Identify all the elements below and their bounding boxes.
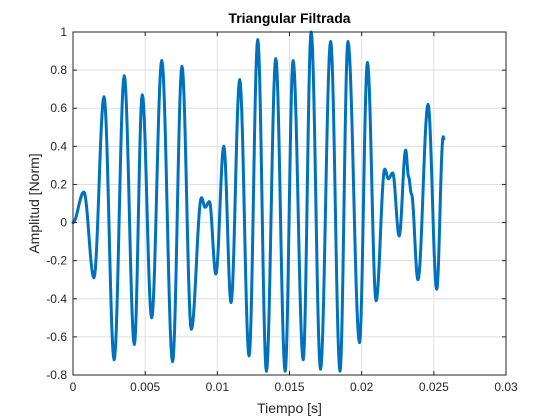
y-tick-label: -0.2 [46, 254, 67, 268]
y-tick-label: -0.4 [46, 292, 67, 306]
y-tick-label: 0.8 [50, 63, 67, 77]
y-tick-label: -0.6 [46, 330, 67, 344]
x-tick-label: 0.005 [130, 380, 160, 394]
y-tick-label: -0.8 [46, 368, 67, 382]
y-tick-label: 1 [60, 25, 67, 39]
x-tick-label: 0.01 [206, 380, 230, 394]
axis-ticks: 0 0.005 0.01 0.015 0.02 0.025 0.03 -0.8 -0.6 -0.4… [46, 25, 518, 394]
chart-title: Triangular Filtrada [228, 10, 350, 26]
x-tick-label: 0 [70, 380, 77, 394]
x-tick-label: 0.03 [494, 380, 518, 394]
y-axis-label: Amplitud [Norm] [26, 153, 42, 253]
series-line-triangular-filtrada [71, 30, 446, 373]
x-tick-label: 0.015 [274, 380, 304, 394]
x-tick-label: 0.02 [350, 380, 374, 394]
y-tick-label: 0.2 [50, 177, 67, 191]
y-tick-label: 0 [60, 216, 67, 230]
y-tick-label: 0.6 [50, 101, 67, 115]
x-axis-label: Tiempo [s] [257, 400, 322, 416]
x-tick-label: 0.025 [419, 380, 449, 394]
y-tick-label: 0.4 [50, 139, 67, 153]
